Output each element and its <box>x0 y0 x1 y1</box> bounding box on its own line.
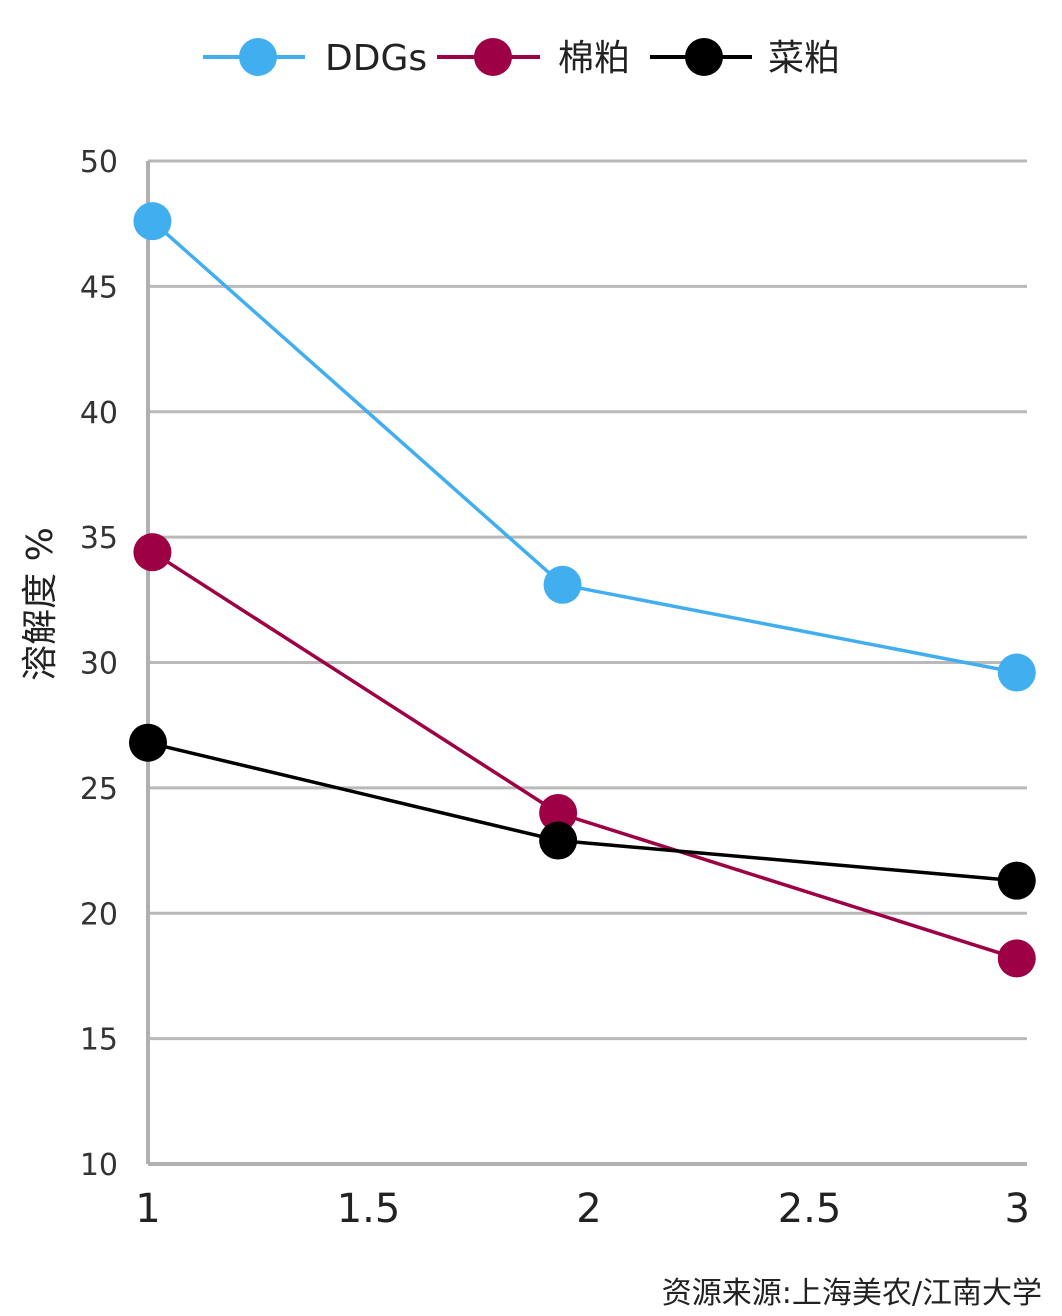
legend-marker <box>239 38 277 76</box>
y-axis-ticks: 50 45 40 35 30 25 20 15 10 <box>80 145 118 1183</box>
legend-item: DDGs <box>203 38 427 79</box>
axes <box>146 161 1027 1166</box>
legend: DDGs 棉粕 菜粕 <box>203 38 840 79</box>
x-tick-label: 2 <box>576 1186 601 1232</box>
legend-label: DDGs <box>325 38 427 79</box>
series-0 <box>133 202 1036 692</box>
y-tick-label: 45 <box>80 270 118 305</box>
y-tick-label: 20 <box>80 897 118 932</box>
grid-lines <box>148 159 1027 1041</box>
y-tick-label: 25 <box>80 772 118 807</box>
x-tick-label: 1 <box>135 1186 160 1232</box>
data-point <box>539 821 578 860</box>
series-line <box>151 219 1018 675</box>
x-tick-label: 3 <box>1005 1186 1030 1232</box>
series-line <box>151 550 1018 961</box>
data-point <box>997 861 1036 900</box>
series-2 <box>129 723 1036 900</box>
y-tick-label: 35 <box>80 521 118 556</box>
y-tick-label: 50 <box>80 145 118 180</box>
data-point <box>543 565 582 604</box>
y-axis-label: 溶解度 % <box>20 527 61 681</box>
source-note: 资源来源:上海美农/江南大学 <box>661 1276 1042 1311</box>
data-point <box>133 533 172 572</box>
data-point <box>539 793 578 832</box>
data-point <box>129 723 167 762</box>
x-axis-ticks: 1 1.5 2 2.5 3 <box>135 1186 1030 1232</box>
series-layer <box>129 202 1036 978</box>
x-tick-label: 2.5 <box>778 1186 842 1232</box>
legend-label: 棉粕 <box>558 38 630 79</box>
data-point <box>997 653 1036 692</box>
y-tick-label: 30 <box>80 647 118 682</box>
legend-marker <box>685 38 723 76</box>
y-tick-label: 15 <box>80 1023 118 1058</box>
legend-label: 菜粕 <box>768 38 840 79</box>
legend-item: 棉粕 <box>437 38 630 79</box>
y-tick-label: 10 <box>80 1148 118 1183</box>
y-tick-label: 40 <box>80 396 118 431</box>
data-point <box>997 939 1036 978</box>
x-tick-label: 1.5 <box>337 1186 401 1232</box>
series-1 <box>133 533 1036 978</box>
data-point <box>133 202 172 241</box>
legend-item: 菜粕 <box>650 38 840 79</box>
series-line <box>147 740 1017 883</box>
legend-marker <box>474 38 512 76</box>
